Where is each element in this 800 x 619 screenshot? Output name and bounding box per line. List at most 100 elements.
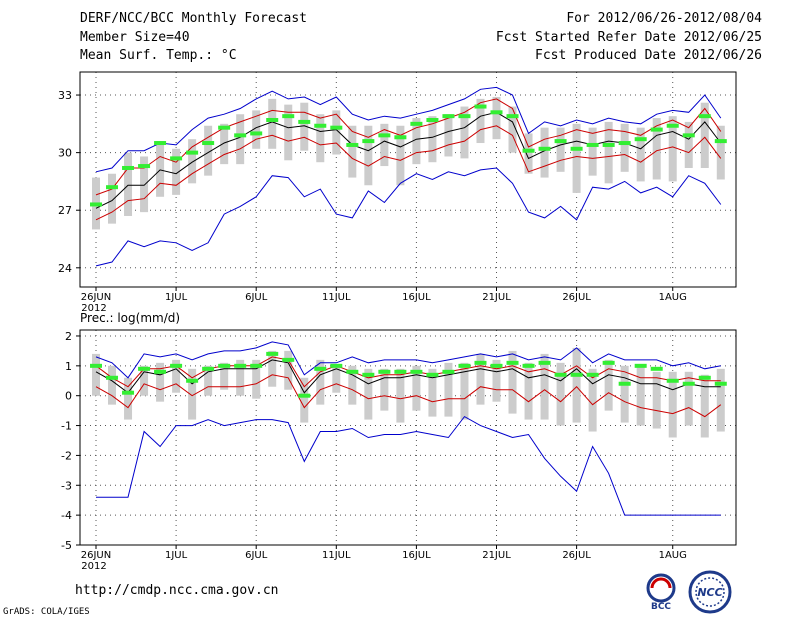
- precipitation-obs-mark: [474, 360, 487, 365]
- temperature-spread-box: [604, 121, 613, 184]
- precipitation-spread-box: [252, 359, 261, 399]
- temperature-xtick-label: 16JUL: [402, 292, 431, 303]
- precipitation-obs-mark: [442, 369, 455, 374]
- temperature-spread-box: [524, 133, 533, 174]
- temperature-obs-mark: [282, 114, 295, 119]
- precipitation-xtick-label: 16JUL: [402, 550, 431, 561]
- precipitation-spread-box: [124, 377, 133, 420]
- precipitation-spread-box: [412, 365, 421, 411]
- temperature-obs-mark: [234, 133, 247, 138]
- temperature-spread-box: [220, 123, 229, 165]
- precipitation-spread-box: [684, 371, 693, 426]
- temperature-spread-box: [428, 116, 437, 163]
- precipitation-ytick-label: 2: [65, 330, 72, 343]
- temperature-obs-mark: [202, 141, 215, 146]
- produced-date: Fcst Produced Date 2012/06/26: [535, 48, 762, 63]
- temperature-obs-mark: [250, 131, 263, 136]
- temperature-obs-mark: [570, 146, 583, 151]
- precipitation-max-line: [95, 341, 721, 379]
- temperature-obs-mark: [506, 114, 519, 119]
- temperature-spread-box: [300, 102, 309, 151]
- temperature-obs-mark: [602, 142, 615, 147]
- precipitation-p75-line: [95, 356, 721, 388]
- temperature-obs-mark: [154, 141, 167, 146]
- precipitation-ytick-label: -4: [61, 509, 72, 522]
- precipitation-obs-mark: [314, 366, 327, 371]
- precipitation-obs-mark: [522, 363, 535, 368]
- temperature-obs-mark: [634, 137, 647, 142]
- precipitation-spread-box: [540, 353, 549, 420]
- temperature-obs-mark: [554, 139, 567, 144]
- precipitation-obs-mark: [618, 381, 631, 386]
- bcc-logo: BCC: [641, 571, 681, 612]
- ncc-logo: NCC: [687, 570, 733, 614]
- precipitation-spread-box: [300, 377, 309, 423]
- temperature-spread-box: [684, 121, 693, 168]
- precipitation-spread-box: [444, 362, 453, 417]
- precipitation-obs-mark: [602, 360, 615, 365]
- temperature-obs-mark: [218, 125, 231, 130]
- temperature-ytick-label: 30: [58, 147, 72, 160]
- temperature-spread-box: [252, 110, 261, 149]
- temperature-xtick-label: 26JUL: [562, 292, 591, 303]
- temperature-obs-mark: [362, 139, 375, 144]
- temperature-obs-mark: [314, 123, 327, 128]
- temperature-spread-box: [124, 152, 133, 216]
- precipitation-spread-box: [588, 368, 597, 432]
- precipitation-obs-mark: [506, 360, 519, 365]
- temperature-ytick-label: 24: [58, 262, 72, 275]
- precipitation-obs-mark: [586, 372, 599, 377]
- precipitation-min-line: [96, 415, 721, 516]
- temperature-xtick-label: 26JUN: [81, 292, 111, 303]
- forecast-period: For 2012/06/26-2012/08/04: [566, 11, 762, 26]
- temperature-xtick-label: 1AUG: [659, 292, 687, 303]
- temperature-obs-mark: [298, 119, 311, 124]
- temperature-obs-mark: [122, 165, 135, 170]
- temperature-spread-box: [668, 116, 677, 182]
- temperature-spread-box: [236, 114, 245, 165]
- precipitation-xtick-label: 26JUN: [81, 550, 111, 561]
- precipitation-spread-box: [140, 365, 149, 396]
- bcc-logo-arc-icon: [650, 577, 672, 589]
- temperature-spread-box: [140, 156, 149, 213]
- temperature-obs-mark: [490, 110, 503, 115]
- precipitation-obs-mark: [378, 369, 391, 374]
- precipitation-xtick-label: 11JUL: [322, 550, 351, 561]
- precipitation-xtick-label: 6JUL: [245, 550, 268, 561]
- refer-date: Fcst Started Refer Date 2012/06/25: [495, 30, 762, 45]
- bcc-logo-text: BCC: [651, 602, 671, 611]
- temperature-spread-box: [268, 98, 277, 149]
- temperature-p75-line: [95, 98, 722, 196]
- precipitation-xtick-year: 2012: [81, 561, 106, 572]
- precipitation-obs-mark: [298, 393, 311, 398]
- precipitation-obs-mark: [426, 372, 439, 377]
- temperature-xtick-label: 11JUL: [322, 292, 351, 303]
- temperature-obs-mark: [394, 135, 407, 140]
- precipitation-spread-box: [636, 365, 645, 426]
- temperature-obs-mark: [186, 150, 199, 155]
- temperature-spread-box: [540, 127, 549, 178]
- precipitation-obs-mark: [538, 360, 551, 365]
- precipitation-obs-mark: [138, 366, 151, 371]
- temperature-spread-box: [620, 123, 629, 172]
- precipitation-spread-box: [236, 359, 245, 396]
- precipitation-spread-box: [156, 362, 165, 402]
- temperature-spread-box: [652, 118, 661, 180]
- precipitation-spread-box: [620, 365, 629, 423]
- precipitation-obs-mark: [410, 369, 423, 374]
- precipitation-spread-box: [652, 371, 661, 429]
- temperature-obs-mark: [90, 202, 102, 207]
- precipitation-obs-mark: [90, 363, 102, 368]
- temperature-obs-mark: [378, 133, 391, 138]
- source-url[interactable]: http://cmdp.ncc.cma.gov.cn: [75, 583, 279, 598]
- temperature-xtick-label: 21JUL: [482, 292, 511, 303]
- precipitation-spread-box: [700, 374, 709, 438]
- precipitation-p25-line: [95, 374, 722, 418]
- precipitation-obs-mark: [186, 378, 199, 383]
- temperature-obs-mark: [266, 117, 279, 122]
- temperature-obs-mark: [346, 142, 359, 147]
- temperature-spread-box: [588, 127, 597, 176]
- temperature-spread-box: [284, 104, 293, 161]
- temperature-spread-box: [156, 141, 165, 197]
